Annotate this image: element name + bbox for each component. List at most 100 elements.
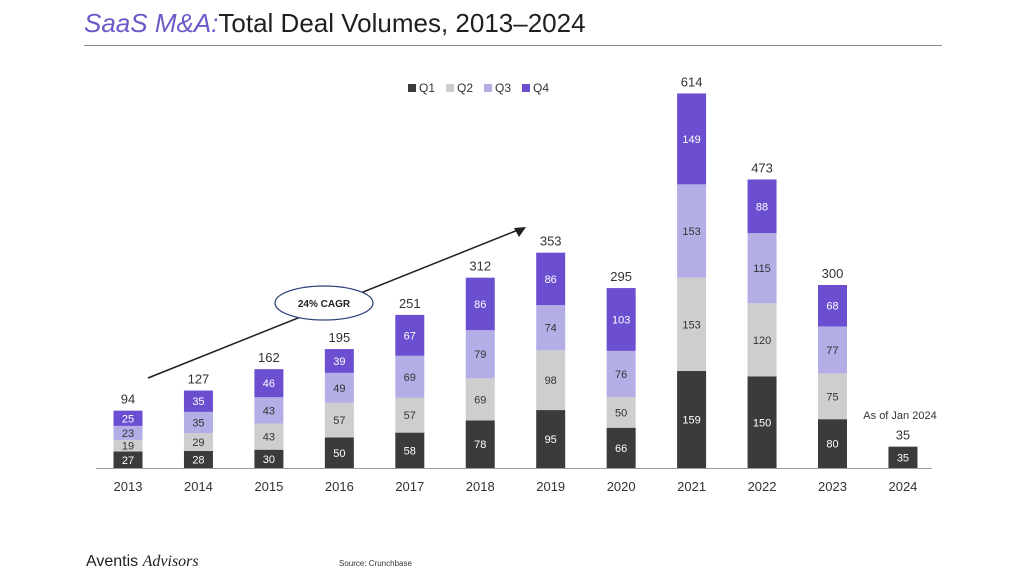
x-tick-label-2019: 2019 bbox=[536, 479, 565, 494]
bar-segment-q4-2017 bbox=[395, 314, 425, 356]
data-label-q1-2024: 35 bbox=[897, 452, 909, 464]
legend-label-q4: Q4 bbox=[533, 81, 549, 95]
legend-swatch-q1 bbox=[408, 84, 416, 92]
title-prefix: SaaS M&A: bbox=[84, 8, 219, 38]
data-label-q4-2015: 46 bbox=[263, 378, 275, 390]
bar-segment-q3-2021 bbox=[677, 184, 707, 278]
data-label-q4-2017: 67 bbox=[404, 330, 416, 342]
bar-segment-q2-2015 bbox=[254, 423, 284, 450]
x-tick-label-2014: 2014 bbox=[184, 479, 213, 494]
data-label-q3-2023: 77 bbox=[826, 345, 838, 357]
page-title: SaaS M&A:Total Deal Volumes, 2013–2024 bbox=[84, 8, 586, 39]
total-label-2017: 251 bbox=[399, 296, 421, 311]
x-tick-label-2016: 2016 bbox=[325, 479, 354, 494]
bar-segment-q3-2020 bbox=[606, 350, 636, 398]
x-tick-label-2023: 2023 bbox=[818, 479, 847, 494]
bar-segment-q4-2016 bbox=[324, 349, 354, 373]
data-label-q2-2014: 29 bbox=[192, 437, 204, 449]
brand-logo: Aventis Advisors bbox=[86, 553, 199, 571]
data-label-q3-2022: 115 bbox=[753, 263, 771, 275]
bar-segment-q1-2020 bbox=[606, 427, 636, 468]
bar-segment-q2-2013 bbox=[113, 439, 143, 452]
legend-swatch-q3 bbox=[484, 84, 492, 92]
data-label-q4-2022: 88 bbox=[756, 201, 768, 213]
data-label-q3-2018: 79 bbox=[474, 349, 486, 361]
x-tick-label-2013: 2013 bbox=[114, 479, 143, 494]
data-label-q1-2015: 30 bbox=[263, 454, 275, 466]
bar-segment-q1-2021 bbox=[677, 371, 707, 468]
bar-segment-q1-2016 bbox=[324, 437, 354, 468]
data-label-q1-2014: 28 bbox=[192, 454, 204, 466]
x-tick-label-2021: 2021 bbox=[677, 479, 706, 494]
bar-segment-q4-2015 bbox=[254, 369, 284, 398]
total-label-2014: 127 bbox=[188, 372, 210, 387]
data-label-q2-2022: 120 bbox=[753, 335, 771, 347]
data-label-q4-2019: 86 bbox=[545, 274, 557, 286]
data-label-q4-2020: 103 bbox=[612, 314, 630, 326]
data-label-q1-2020: 66 bbox=[615, 443, 627, 455]
legend-label-q2: Q2 bbox=[457, 81, 473, 95]
bar-segment-q1-2015 bbox=[254, 449, 284, 468]
data-label-q4-2016: 39 bbox=[333, 356, 345, 368]
bar-segment-q3-2019 bbox=[536, 305, 566, 351]
bar-segment-q4-2021 bbox=[677, 93, 707, 185]
bar-segment-q2-2016 bbox=[324, 402, 354, 438]
note-2024: As of Jan 2024 bbox=[863, 410, 936, 422]
title-divider bbox=[84, 45, 942, 46]
data-label-q2-2016: 57 bbox=[333, 415, 345, 427]
bar-segment-q2-2019 bbox=[536, 350, 566, 411]
bar-segment-q2-2014 bbox=[183, 433, 213, 451]
bar-segment-q2-2018 bbox=[465, 378, 495, 421]
data-label-q1-2013: 27 bbox=[122, 455, 134, 467]
data-label-q2-2013: 19 bbox=[122, 441, 134, 453]
data-label-q1-2021: 159 bbox=[682, 415, 700, 427]
bar-segment-q2-2021 bbox=[677, 277, 707, 372]
bar-segment-q1-2014 bbox=[183, 450, 213, 468]
x-tick-label-2015: 2015 bbox=[254, 479, 283, 494]
total-label-2018: 312 bbox=[469, 259, 491, 274]
total-label-2022: 473 bbox=[751, 160, 773, 175]
bar-segment-q2-2022 bbox=[747, 303, 777, 377]
legend-swatch-q2 bbox=[446, 84, 454, 92]
bar-segment-q3-2015 bbox=[254, 397, 284, 424]
bar-segment-q1-2018 bbox=[465, 420, 495, 468]
x-tick-label-2022: 2022 bbox=[748, 479, 777, 494]
bar-segment-q4-2022 bbox=[747, 179, 777, 234]
data-label-q3-2021: 153 bbox=[682, 226, 700, 238]
bar-segment-q3-2023 bbox=[818, 326, 847, 374]
bar-segment-q3-2018 bbox=[465, 330, 495, 379]
total-label-2019: 353 bbox=[540, 234, 562, 249]
bar-segment-q3-2017 bbox=[395, 355, 425, 398]
cagr-label: 24% CAGR bbox=[298, 299, 351, 310]
bar-segment-q4-2019 bbox=[536, 252, 566, 306]
data-label-q1-2023: 80 bbox=[826, 439, 838, 451]
x-tick-label-2018: 2018 bbox=[466, 479, 495, 494]
x-tick-label-2020: 2020 bbox=[607, 479, 636, 494]
data-label-q1-2016: 50 bbox=[333, 448, 345, 460]
title-main: Total Deal Volumes, 2013–2024 bbox=[218, 8, 586, 38]
bar-segment-q4-2020 bbox=[606, 288, 636, 351]
bar-segment-q4-2018 bbox=[465, 277, 495, 331]
total-label-2020: 295 bbox=[610, 269, 632, 284]
legend-label-q1: Q1 bbox=[419, 81, 435, 95]
bar-segment-q2-2017 bbox=[395, 397, 425, 433]
bar-segment-q4-2023 bbox=[818, 285, 847, 327]
bar-segment-q2-2023 bbox=[818, 373, 847, 420]
data-label-q3-2019: 74 bbox=[545, 323, 557, 335]
bar-segment-q3-2016 bbox=[324, 372, 354, 403]
cagr-ellipse bbox=[274, 285, 374, 321]
data-label-q3-2017: 69 bbox=[404, 372, 416, 384]
bar-segment-q2-2020 bbox=[606, 397, 636, 428]
x-tick-label-2017: 2017 bbox=[395, 479, 424, 494]
data-label-q1-2017: 58 bbox=[404, 445, 416, 457]
data-label-q4-2023: 68 bbox=[826, 301, 838, 313]
cagr-arrow-head bbox=[514, 227, 526, 237]
brand-name-italic: Advisors bbox=[142, 553, 199, 570]
bar-segment-q1-2017 bbox=[395, 432, 425, 468]
data-label-q3-2020: 76 bbox=[615, 369, 627, 381]
bar-segment-q1-2024 bbox=[888, 446, 918, 468]
brand-name: Aventis bbox=[86, 553, 143, 570]
data-label-q4-2013: 25 bbox=[122, 413, 134, 425]
bar-segment-q4-2014 bbox=[183, 390, 213, 412]
bar-segment-q1-2023 bbox=[818, 419, 847, 468]
